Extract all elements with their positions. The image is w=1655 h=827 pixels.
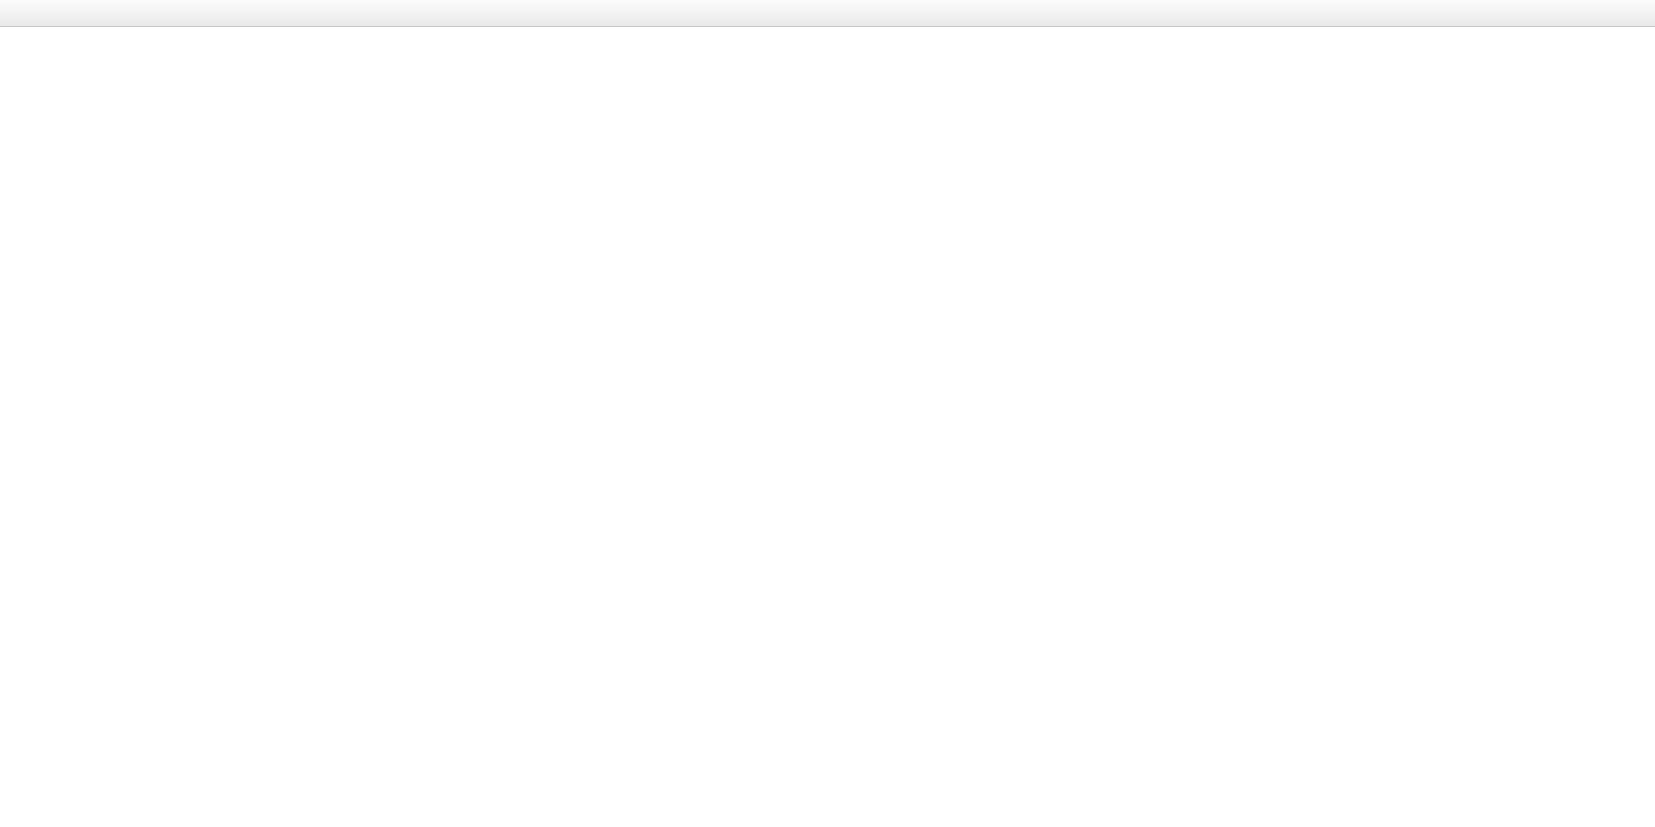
rsi-label [7,711,11,721]
toolbar [0,0,1655,27]
macd-label [7,605,14,615]
